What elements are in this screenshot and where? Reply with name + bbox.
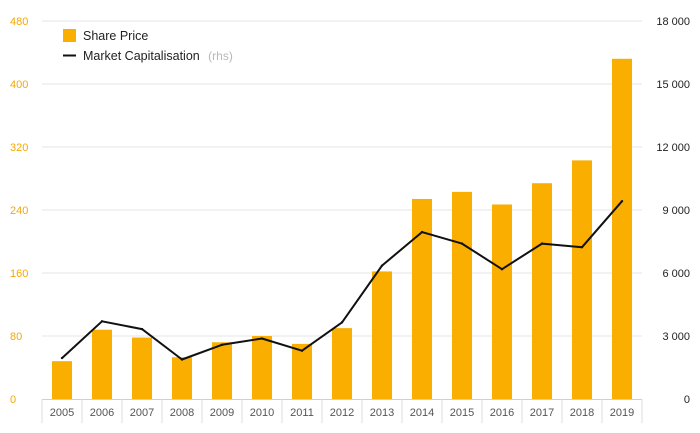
x-tick-label: 2015 — [450, 407, 474, 419]
bar-2014 — [412, 198, 432, 399]
y-right-tick-label: 0 — [684, 394, 690, 406]
y-left-tick-label: 0 — [10, 394, 16, 406]
legend-label-share-price: Share Price — [83, 29, 148, 43]
x-tick-label: 2007 — [130, 407, 154, 419]
market-cap-point-2019 — [620, 199, 624, 203]
bar-2007 — [132, 337, 152, 399]
y-left-tick-label: 400 — [10, 79, 28, 91]
x-tick-label: 2014 — [410, 407, 434, 419]
y-left-tick-label: 160 — [10, 268, 28, 280]
x-tick-label: 2006 — [90, 407, 114, 419]
y-right-tick-label: 9 000 — [662, 205, 690, 217]
x-tick-label: 2008 — [170, 407, 194, 419]
x-tick-label: 2005 — [50, 407, 74, 419]
axes: 0 0 80 3 000 160 6 000 240 9 000 320 12 000 400 15 … — [10, 16, 690, 423]
y-right-tick-label: 12 000 — [656, 142, 690, 154]
bar-2015 — [452, 191, 472, 399]
market-cap-point-2015 — [460, 242, 464, 245]
bar-2016 — [492, 204, 512, 399]
bar-2018 — [572, 160, 592, 399]
bar-2017 — [532, 183, 552, 399]
legend: Share Price Market Capitalisation (rhs) — [63, 29, 233, 64]
market-cap-point-2011 — [300, 349, 304, 352]
y-right-tick-label: 18 000 — [656, 16, 690, 28]
bar-2009 — [212, 342, 232, 399]
legend-label-market-cap-text: Market Capitalisation — [83, 49, 200, 63]
market-cap-point-2006 — [100, 320, 104, 323]
y-left-tick-label: 240 — [10, 205, 28, 217]
y-left-tick-label: 80 — [10, 331, 22, 343]
market-cap-point-2008 — [180, 358, 184, 361]
legend-label-market-cap: Market Capitalisation (rhs) — [83, 47, 233, 64]
bar-2005 — [52, 361, 72, 399]
bar-2012 — [332, 328, 352, 399]
market-cap-point-2013 — [380, 264, 384, 267]
market-cap-point-2005 — [60, 356, 64, 360]
bar-2019 — [612, 58, 632, 400]
bar-2013 — [372, 271, 392, 399]
y-right-tick-label: 6 000 — [662, 268, 690, 280]
y-right-tick-label: 15 000 — [656, 79, 690, 91]
y-right-tick-label: 3 000 — [662, 331, 690, 343]
x-tick-label: 2018 — [570, 407, 594, 419]
x-tick-label: 2012 — [330, 407, 354, 419]
x-tick-label: 2017 — [530, 407, 554, 419]
bar-2011 — [292, 343, 312, 399]
x-tick-label: 2010 — [250, 407, 274, 419]
y-left-tick-label: 480 — [10, 16, 28, 28]
market-cap-point-2010 — [260, 337, 264, 340]
legend-label-market-cap-note: (rhs) — [208, 49, 233, 63]
x-tick-label: 2011 — [290, 407, 314, 419]
x-tick-label: 2019 — [610, 407, 634, 419]
bar-2006 — [92, 329, 112, 399]
market-cap-point-2007 — [140, 327, 144, 331]
market-cap-point-2009 — [220, 343, 224, 347]
market-cap-line — [60, 199, 624, 361]
market-cap-point-2012 — [340, 321, 344, 324]
y-left-tick-label: 320 — [10, 142, 28, 154]
x-tick-label: 2013 — [370, 407, 394, 419]
market-cap-point-2018 — [580, 245, 584, 249]
market-cap-point-2017 — [540, 242, 544, 245]
x-tick-label: 2016 — [490, 407, 514, 419]
bar-2008 — [172, 357, 192, 399]
bar-2010 — [252, 336, 272, 399]
market-cap-point-2016 — [500, 268, 504, 271]
share-price-bars — [52, 58, 632, 400]
legend-swatch-share-price — [63, 29, 76, 42]
market-cap-point-2014 — [420, 230, 424, 234]
x-tick-label: 2009 — [210, 407, 234, 419]
